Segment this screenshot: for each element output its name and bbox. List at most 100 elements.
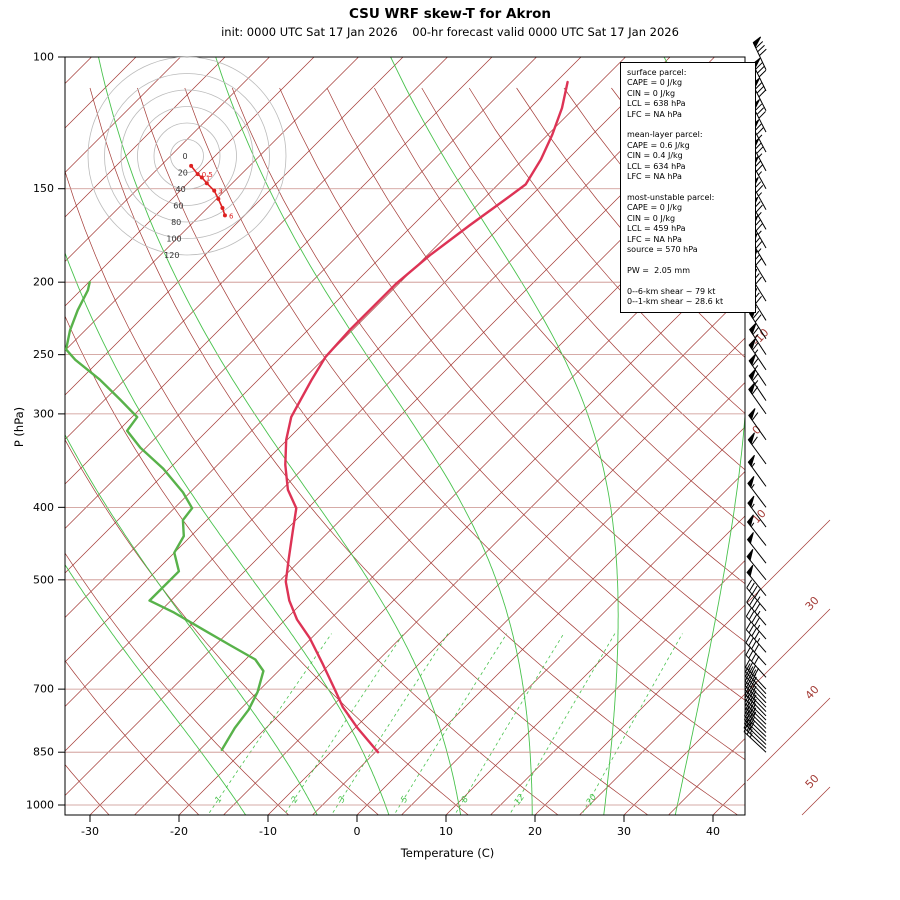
barb-half xyxy=(753,676,757,682)
hodograph-ring xyxy=(170,139,204,173)
barb-full xyxy=(754,82,763,90)
y-tick-label: 100 xyxy=(33,51,54,64)
barb-half xyxy=(754,365,759,370)
wind-barb xyxy=(748,368,767,401)
x-tick-label: -30 xyxy=(81,825,99,838)
dewpoint-curve xyxy=(65,281,265,752)
barb-full xyxy=(750,664,757,674)
mixing-ratio-label: 8 xyxy=(460,794,472,805)
barb-full xyxy=(748,624,755,634)
y-tick-label: 850 xyxy=(33,746,54,759)
mixing-ratio-label: 2 xyxy=(289,795,300,805)
barb-half xyxy=(754,349,759,354)
barb-full xyxy=(754,589,761,598)
parcel-info-line: LCL = 459 hPa xyxy=(627,224,686,234)
wind-barb xyxy=(745,658,767,690)
barb-full xyxy=(752,342,759,351)
barb-half xyxy=(753,694,757,700)
chart-subtitle: init: 0000 UTC Sat 17 Jan 2026 00-hr for… xyxy=(221,25,679,39)
barb-full xyxy=(751,640,757,650)
barb-full xyxy=(748,597,755,606)
barb-full xyxy=(755,257,763,266)
barb-half xyxy=(756,624,761,630)
barb-half xyxy=(753,707,757,713)
hodograph-ring-label: 80 xyxy=(171,218,181,227)
hodograph-ring xyxy=(104,73,270,239)
barb-full xyxy=(747,661,754,671)
barb-full xyxy=(753,643,760,653)
parcel-info-line: LFC = NA hPa xyxy=(627,234,682,244)
parcel-info-line: CIN = 0.4 J/kg xyxy=(627,151,683,161)
mixing-ratio-line xyxy=(581,633,683,815)
moist-adiabat-line xyxy=(65,433,318,815)
isotherm-line xyxy=(178,248,745,815)
y-tick-label: 150 xyxy=(33,182,54,195)
hodograph-point xyxy=(216,196,221,201)
x-tick-label: 20 xyxy=(528,825,542,838)
wind-barb xyxy=(746,564,767,596)
barb-pennant xyxy=(748,408,756,421)
barb-full xyxy=(755,41,764,49)
barb-half xyxy=(757,211,762,217)
barb-full xyxy=(754,603,761,613)
isotherm-line xyxy=(0,57,47,815)
parcel-info-line: CAPE = 0 J/kg xyxy=(627,203,683,213)
isotherm-line xyxy=(267,337,745,815)
barb-pennant xyxy=(749,322,757,335)
x-tick-label: 10 xyxy=(439,825,453,838)
y-tick-label: 400 xyxy=(33,501,54,514)
parcel-info-line: 0--6-km shear ~ 79 kt xyxy=(627,286,716,296)
dry-adiabat-line xyxy=(326,87,745,585)
barb-half xyxy=(757,610,761,616)
barb-full xyxy=(751,627,758,637)
hodograph-ring-label: 0 xyxy=(182,152,187,161)
barb-half xyxy=(757,596,761,601)
barb-half xyxy=(750,522,755,527)
parcel-info-line: mean-layer parcel: xyxy=(627,130,703,140)
hodograph-point xyxy=(199,175,204,180)
parcel-info-line: surface parcel: xyxy=(627,68,687,77)
barb-full xyxy=(758,89,766,98)
x-tick-label: 40 xyxy=(706,825,720,838)
mixing-ratio-line xyxy=(330,633,449,815)
isotherm-line xyxy=(65,57,671,663)
parcel-info-line: source = 570 hPa xyxy=(627,244,698,254)
isotherm-line xyxy=(65,57,226,218)
barb-full xyxy=(752,310,760,319)
barb-half xyxy=(751,483,755,489)
barb-full xyxy=(755,204,763,213)
barb-full xyxy=(746,709,752,719)
isotherm-line xyxy=(490,560,745,815)
dry-adiabat-line xyxy=(65,315,469,815)
wind-barb xyxy=(743,714,767,745)
parcel-info-line: LCL = 638 hPa xyxy=(627,99,686,109)
parcel-info-line xyxy=(627,120,749,130)
isotherm-exit-label: 30 xyxy=(803,594,822,613)
barb-full xyxy=(751,600,758,609)
isotherm-line xyxy=(65,57,315,307)
hodograph-height-label: 3 xyxy=(218,188,222,196)
y-tick-label: 700 xyxy=(33,683,54,696)
barb-pennant xyxy=(746,548,754,562)
hodograph-height-label: 0.5 xyxy=(202,171,213,179)
wind-barb xyxy=(745,621,767,653)
x-tick-label: 30 xyxy=(617,825,631,838)
y-tick-label: 250 xyxy=(33,348,54,361)
barb-full xyxy=(745,658,751,668)
dry-adiabat-line xyxy=(65,660,200,815)
hodograph-point xyxy=(189,163,194,168)
barb-full xyxy=(755,223,763,232)
barb-half xyxy=(753,681,757,686)
parcel-info-line: CAPE = 0 J/kg xyxy=(627,78,683,88)
hodograph-ring xyxy=(137,106,237,206)
isotherm-line xyxy=(65,57,359,351)
barb-pennant xyxy=(747,432,755,445)
barb-full xyxy=(751,436,758,445)
mixing-ratio-line xyxy=(508,633,616,815)
moist-adiabat-line xyxy=(390,57,619,815)
barb-full xyxy=(753,655,760,665)
parcel-info-line: CIN = 0 J/kg xyxy=(627,213,676,223)
barb-full xyxy=(751,614,758,624)
isotherm-line xyxy=(758,57,900,815)
